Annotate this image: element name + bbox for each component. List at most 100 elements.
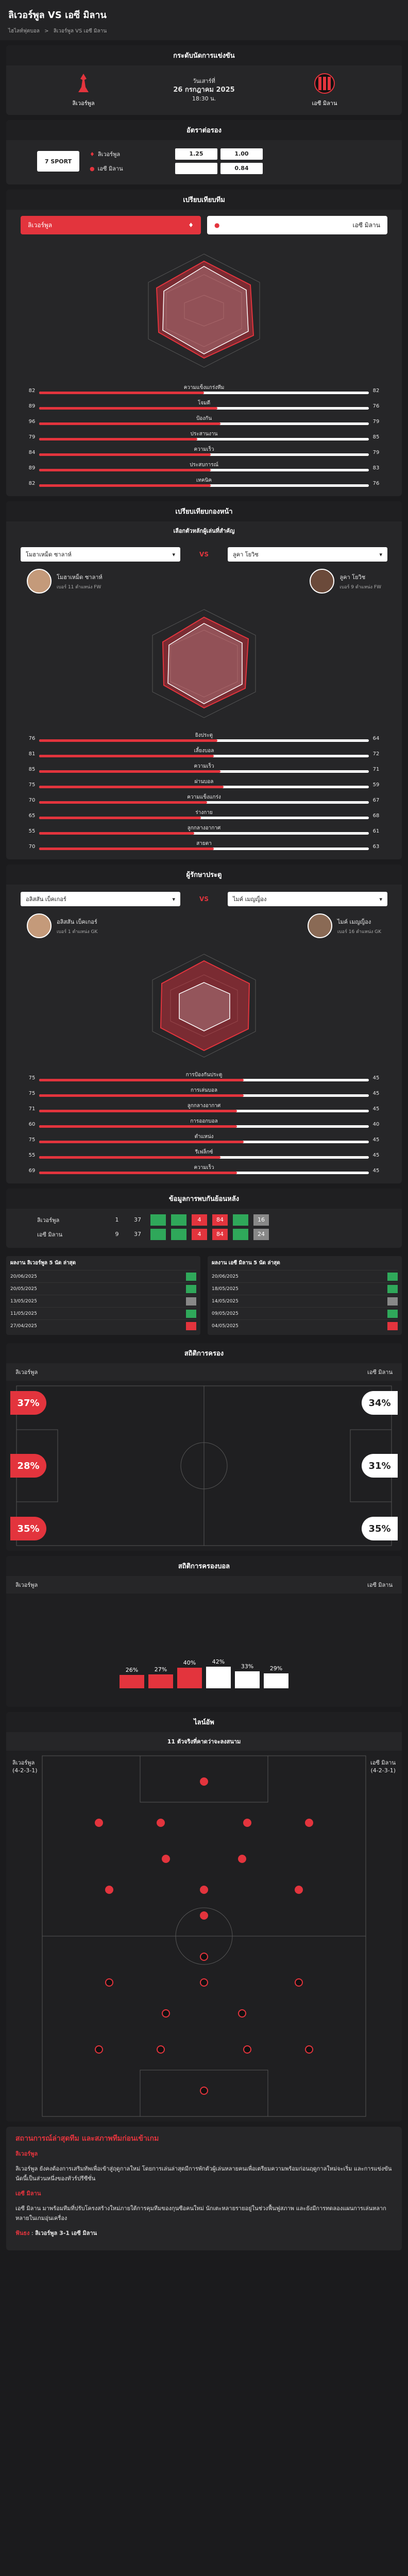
attack-home-label: ลิเวอร์พูล <box>15 1582 38 1588</box>
form-result <box>387 1309 398 1318</box>
stat-label: การเล่นบอล <box>191 1088 217 1093</box>
home-player-marker[interactable] <box>157 1855 175 1864</box>
form-row[interactable]: 27/04/2025 <box>10 1319 196 1332</box>
home-player-marker[interactable] <box>152 1819 169 1828</box>
keeper-away-select[interactable]: ไมค์ เมญญ็อง ▾ <box>228 892 387 906</box>
stat-bar: 82 เทคนิค 76 <box>25 476 383 491</box>
forward-stat-bars: 76 ยิงประตู 64 81 เลี้ยงบอล 72 85 ความเร็ว 71 75 ผ… <box>6 731 402 859</box>
stat-right-value: 45 <box>372 1075 380 1081</box>
h2h-cell: 16 <box>253 1214 269 1226</box>
stat-left-value: 55 <box>28 1152 36 1158</box>
home-player-marker[interactable] <box>195 1911 213 1921</box>
form-row[interactable]: 04/05/2025 <box>212 1319 398 1332</box>
breadcrumb-home[interactable]: ไฮไลท์ฟุตบอล <box>8 28 40 34</box>
milan-tab-icon: ● <box>214 222 220 229</box>
recent-form: ผลงาน ลิเวอร์พูล 5 นัด ล่าสุด 20/06/2025 2… <box>0 1253 408 1338</box>
stat-left-value: 96 <box>28 418 36 425</box>
forward-away-select[interactable]: ลูคา โยวิช ▾ <box>228 547 387 562</box>
h2h-cell: 4 <box>192 1229 207 1240</box>
form-date: 20/05/2025 <box>10 1286 37 1292</box>
stat-left-value: 71 <box>28 1106 36 1112</box>
home-player-marker[interactable] <box>195 1886 213 1895</box>
form-row[interactable]: 13/05/2025 <box>10 1295 196 1307</box>
stat-label: เลี้ยงบอล <box>194 748 214 754</box>
match-time: 18:30 น. <box>192 95 216 102</box>
form-result <box>186 1272 196 1281</box>
home-player-marker[interactable] <box>290 1886 308 1895</box>
form-result <box>387 1272 398 1281</box>
form-date: 04/05/2025 <box>212 1323 239 1329</box>
keeper-away-value: ไมค์ เมญญ็อง <box>233 896 267 903</box>
forward-compare-card: เปรียบเทียบกองหน้า เลือกตัวหลักผู้เล่นที… <box>6 501 402 859</box>
home-player-marker[interactable] <box>100 1886 118 1895</box>
chevron-down-icon: ▾ <box>172 551 175 558</box>
h2h-cell: 1 <box>115 1216 119 1223</box>
player-name: โมฮาเหม็ด ซาลาห์ <box>57 573 103 581</box>
home-player-marker[interactable] <box>90 1819 108 1828</box>
stat-right-value: 45 <box>372 1106 380 1112</box>
form-row[interactable]: 20/06/2025 <box>212 1270 398 1282</box>
form-row[interactable]: 11/05/2025 <box>10 1307 196 1319</box>
form-result <box>387 1321 398 1330</box>
away-player-marker[interactable] <box>233 2009 251 2019</box>
home-form-title: ผลงาน ลิเวอร์พูล 5 นัด ล่าสุด <box>10 1260 76 1266</box>
form-date: 20/06/2025 <box>212 1274 239 1279</box>
lineup-home-label: ลิเวอร์พูล (4-2-3-1) <box>12 1759 38 1774</box>
stat-track <box>39 453 369 456</box>
form-date: 14/05/2025 <box>212 1298 239 1304</box>
home-player-marker[interactable] <box>195 1777 213 1787</box>
away-team[interactable]: เอซี มิลาน <box>294 72 355 108</box>
bookmaker-logo[interactable]: 7 SPORT <box>37 151 79 172</box>
away-player-marker[interactable] <box>100 1978 118 1988</box>
stat-fill <box>39 1110 237 1112</box>
form-result <box>186 1284 196 1293</box>
keeper-radar-chart <box>6 943 402 1070</box>
form-row[interactable]: 14/05/2025 <box>212 1295 398 1307</box>
stat-fill <box>39 817 201 819</box>
away-player-marker[interactable] <box>195 1953 213 1962</box>
forward-home-value: โมฮาเหม็ด ซาลาห์ <box>26 551 72 558</box>
home-team[interactable]: ลิเวอร์พูล <box>53 72 114 108</box>
stat-left-value: 76 <box>28 735 36 741</box>
stat-fill <box>39 848 214 850</box>
stat-fill <box>39 453 211 456</box>
forward-home-select[interactable]: โมฮาเหม็ด ซาลาห์ ▾ <box>21 547 180 562</box>
away-player-marker[interactable] <box>157 2009 175 2019</box>
home-player-marker[interactable] <box>239 1819 256 1828</box>
h2h-cell <box>233 1214 248 1226</box>
form-row[interactable]: 18/05/2025 <box>212 1282 398 1295</box>
form-date: 20/06/2025 <box>10 1274 37 1279</box>
article-away-head: เอซี มิลาน <box>15 2190 41 2197</box>
form-row[interactable]: 09/05/2025 <box>212 1307 398 1319</box>
h2h-table: ลิเวอร์พูล 1 37 4 84 16 เอซี มิลาน 9 37 4 84 24 <box>6 1209 402 1248</box>
away-player-marker[interactable] <box>290 1978 308 1988</box>
away-player-marker[interactable] <box>300 2045 318 2055</box>
form-row[interactable]: 20/06/2025 <box>10 1270 196 1282</box>
forward-section-title: เลือกตัวหลักผู้เล่นที่สำคัญ <box>6 521 402 540</box>
away-player-marker[interactable] <box>195 2087 213 2096</box>
away-player-marker[interactable] <box>90 2045 108 2055</box>
form-row[interactable]: 20/05/2025 <box>10 1282 196 1295</box>
attack-column: 27% <box>148 1666 173 1688</box>
away-player-marker[interactable] <box>195 1978 213 1988</box>
stat-fill <box>39 801 208 804</box>
h2h-title: ข้อมูลการพบกันย้อนหลัง <box>6 1189 402 1209</box>
home-team-name: ลิเวอร์พูล <box>72 100 95 107</box>
away-player-marker[interactable] <box>152 2045 169 2055</box>
stat-fill <box>39 1172 237 1174</box>
stat-track <box>39 832 369 835</box>
article-home-text: ลิเวอร์พูล ยังคงต้องการเสริมทัพเพื่อเข้า… <box>15 2165 392 2182</box>
attack-column: 42% <box>206 1658 231 1688</box>
away-player-marker[interactable] <box>239 2045 256 2055</box>
stat-left-value: 65 <box>28 812 36 819</box>
keeper-home-select[interactable]: อลิสสัน เบ็คเกอร์ ▾ <box>21 892 180 906</box>
home-player-marker[interactable] <box>233 1855 251 1864</box>
compare-away-button[interactable]: ● เอซี มิลาน <box>207 216 387 234</box>
stat-fill <box>39 1141 244 1143</box>
home-player-marker[interactable] <box>300 1819 318 1828</box>
stat-track <box>39 407 369 410</box>
stat-fill <box>39 484 211 487</box>
compare-home-button[interactable]: ลิเวอร์พูล ♦ <box>21 216 201 234</box>
attack-column: 40% <box>177 1659 202 1688</box>
possession-away-zone-3: 35% <box>362 1517 398 1540</box>
